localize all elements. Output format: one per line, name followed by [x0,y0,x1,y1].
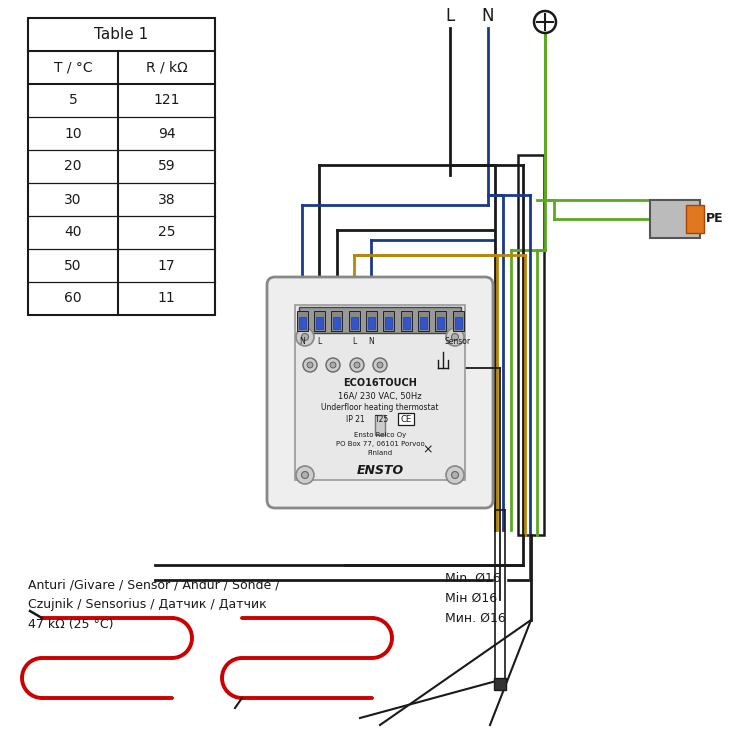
Text: N: N [368,337,374,346]
Bar [402,317,410,329]
Text: 20: 20 [65,160,81,173]
Bar [366,311,377,331]
Text: 5: 5 [68,93,77,107]
Text: 17: 17 [158,258,175,272]
Bar [401,311,412,331]
Bar [314,311,325,331]
Text: Finland: Finland [368,450,393,456]
Bar [418,311,429,331]
Circle shape [307,362,313,368]
Text: ⨯: ⨯ [423,443,433,457]
Circle shape [302,334,308,340]
Text: N: N [482,7,494,25]
Text: L: L [446,7,454,25]
Circle shape [446,328,464,346]
Text: Anturi /Givare / Sensor / Andur / Sonde /
Czujnik / Sensorius / Датчик / Датчик
: Anturi /Givare / Sensor / Andur / Sonde … [28,578,280,631]
Bar [437,317,444,329]
Circle shape [330,362,336,368]
FancyBboxPatch shape [295,305,465,480]
Bar [494,678,506,690]
Bar [368,317,375,329]
Text: N: N [299,337,305,346]
Text: ECO16TOUCH: ECO16TOUCH [343,378,417,388]
Bar [452,311,463,331]
Text: Underfloor heating thermostat: Underfloor heating thermostat [321,403,439,412]
Circle shape [354,362,360,368]
Text: PE: PE [706,212,724,226]
Circle shape [451,334,459,340]
Text: Sensor: Sensor [445,337,471,346]
Text: 30: 30 [65,192,81,206]
Bar [316,317,323,329]
Text: 40: 40 [65,226,81,240]
Bar [385,317,392,329]
Circle shape [377,362,383,368]
Text: 50: 50 [65,258,81,272]
Bar [518,155,544,535]
FancyBboxPatch shape [267,277,493,508]
Text: 121: 121 [153,93,180,107]
Text: 59: 59 [158,160,175,173]
Bar [650,200,700,238]
Text: 60: 60 [64,292,81,306]
Bar [420,317,427,329]
Text: Ensto Relco Oy: Ensto Relco Oy [354,432,406,438]
Bar [349,311,360,331]
Circle shape [534,11,556,33]
Bar [375,415,385,435]
Text: 25: 25 [158,226,175,240]
Circle shape [296,466,314,484]
Text: T25: T25 [375,415,389,425]
Text: Min. Ø16
Miн Ø16
Мин. Ø16: Min. Ø16 Miн Ø16 Мин. Ø16 [445,572,506,625]
Text: 94: 94 [158,127,175,141]
Bar [333,317,340,329]
Bar [351,317,357,329]
Circle shape [350,358,364,372]
Bar [297,311,308,331]
Circle shape [302,471,308,479]
Text: Table 1: Table 1 [95,27,148,42]
Bar [454,317,462,329]
Circle shape [446,466,464,484]
Bar [299,317,305,329]
Bar [398,413,414,425]
Text: 38: 38 [158,192,175,206]
Text: CE: CE [401,415,412,425]
Text: L: L [317,337,321,346]
Text: IP 21: IP 21 [346,415,364,425]
Bar [435,311,446,331]
Text: T / °C: T / °C [54,61,92,75]
Text: 16A/ 230 VAC, 50Hz: 16A/ 230 VAC, 50Hz [338,391,422,400]
Circle shape [451,471,459,479]
Bar [299,307,461,333]
Text: R / kΩ: R / kΩ [145,61,187,75]
Circle shape [296,328,314,346]
Circle shape [326,358,340,372]
Text: PO Box 77, 06101 Porvoo: PO Box 77, 06101 Porvoo [335,441,424,447]
Bar [383,311,394,331]
Circle shape [303,358,317,372]
Bar [686,205,704,233]
Text: 10: 10 [64,127,81,141]
Bar [331,311,342,331]
Text: L: L [352,337,356,346]
Text: 11: 11 [158,292,175,306]
Circle shape [373,358,387,372]
Bar [28,18,215,315]
Text: ENSTO: ENSTO [357,463,404,477]
